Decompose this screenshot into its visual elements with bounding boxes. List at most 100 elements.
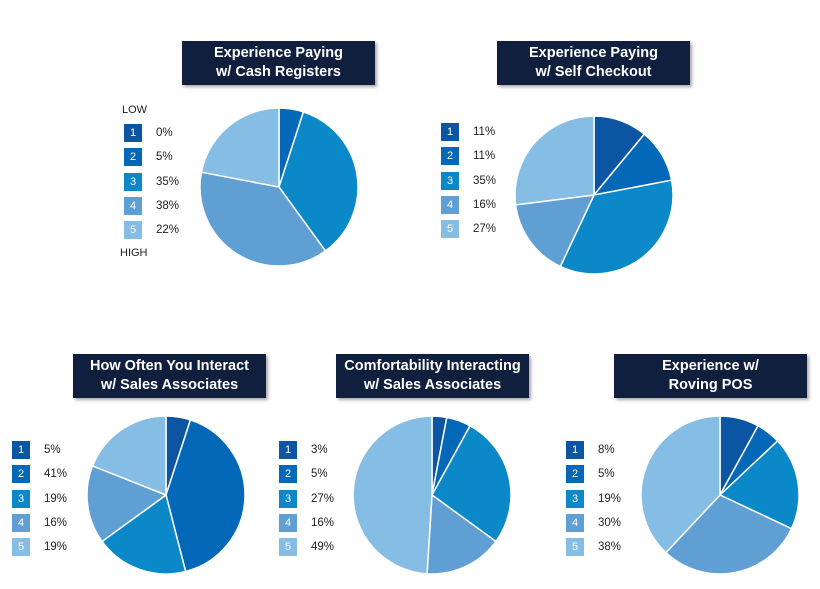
pie-slice-3 (719, 440, 800, 530)
chart-1-title: Experience Paying w/ Cash Registers (182, 41, 375, 85)
legend-swatch: 5 (566, 538, 584, 557)
legend-item: 2 5% (279, 465, 369, 484)
legend-swatch: 1 (124, 124, 142, 142)
chart-2-title-line2: w/ Self Checkout (535, 64, 652, 80)
legend-value: 27% (473, 223, 497, 236)
legend-value: 22% (156, 224, 180, 237)
legend-value: 5% (44, 444, 61, 456)
legend-swatch: 2 (441, 147, 459, 166)
pie-slice-5 (91, 415, 167, 496)
legend-swatch: 4 (279, 513, 297, 532)
scale-low-label: LOW (122, 104, 148, 116)
legend-value: 5% (598, 468, 615, 481)
legend-value: 19% (598, 492, 622, 505)
legend-swatch: 5 (279, 538, 297, 557)
legend-item: 5 27% (441, 220, 531, 239)
chart-2-title: Experience Paying w/ Self Checkout (497, 41, 690, 85)
legend-item: 4 30% (566, 513, 656, 532)
legend-swatch: 1 (12, 441, 30, 459)
legend-swatch: 4 (12, 513, 30, 532)
legend-item: 2 41% (12, 465, 102, 484)
legend-swatch: 4 (441, 195, 459, 214)
legend-swatch: 3 (12, 489, 30, 508)
legend-swatch: 2 (12, 465, 30, 484)
legend-value: 16% (44, 516, 68, 529)
legend-value: 35% (473, 174, 497, 187)
legend-value: 41% (44, 468, 68, 481)
legend-value: 19% (44, 541, 68, 554)
legend-swatch: 3 (279, 489, 297, 508)
legend-value: 38% (156, 199, 180, 212)
legend-swatch: 4 (566, 513, 584, 532)
legend-swatch: 4 (124, 196, 142, 215)
legend-item: 5 49% (279, 538, 369, 557)
legend-item: 1 5% (12, 441, 102, 459)
legend-item: 4 16% (279, 513, 369, 532)
pie-slice-4 (514, 194, 595, 268)
pie-slice-5 (514, 115, 595, 206)
legend-swatch: 3 (441, 171, 459, 190)
legend-item: 3 19% (12, 489, 102, 508)
legend-item: 4 38% (124, 196, 214, 215)
pie-slice-5 (352, 415, 433, 575)
legend-item: 1 3% (279, 441, 369, 459)
legend-value: 35% (156, 175, 180, 188)
legend-value: 11% (473, 126, 496, 138)
pie-slice-5 (200, 107, 280, 188)
pie-slice-4 (665, 494, 793, 575)
legend-swatch: 2 (566, 465, 584, 484)
chart-5-title: Experience w/ Roving POS (614, 354, 807, 398)
legend-item: 1 11% (441, 123, 531, 141)
legend-item: 1 0% (124, 124, 214, 142)
legend-item: 2 5% (124, 148, 214, 167)
chart-5-title-line2: Roving POS (668, 377, 753, 393)
chart-1-title-line1: Experience Paying (214, 45, 343, 61)
legend-swatch: 5 (441, 220, 459, 239)
pie-slice-5 (640, 415, 721, 554)
legend-item: 5 38% (566, 538, 656, 557)
legend-swatch: 3 (566, 489, 584, 508)
chart-4-title: Comfortability Interacting w/ Sales Asso… (336, 354, 529, 398)
chart-4-pie (352, 415, 512, 575)
legend-swatch: 5 (12, 538, 30, 557)
legend-value: 5% (156, 151, 173, 164)
legend-swatch: 2 (279, 465, 297, 484)
legend-item: 2 11% (441, 147, 531, 166)
legend-value: 5% (311, 468, 328, 481)
chart-3-title-line2: w/ Sales Associates (100, 377, 239, 393)
pie-slice-2 (165, 419, 246, 573)
legend-swatch: 3 (124, 172, 142, 191)
legend-value: 0% (156, 127, 173, 139)
chart-2-pie (514, 115, 674, 275)
legend-item: 3 35% (124, 172, 214, 191)
legend-value: 8% (598, 444, 615, 456)
pie-slice-4 (426, 494, 497, 575)
legend-item: 3 35% (441, 171, 531, 190)
legend-swatch: 2 (124, 148, 142, 167)
pie-slice-4 (86, 465, 167, 543)
legend-value: 30% (598, 516, 622, 529)
legend-value: 11% (473, 150, 496, 163)
legend-swatch: 1 (441, 123, 459, 141)
chart-3-title: How Often You Interact w/ Sales Associat… (73, 354, 266, 398)
legend-item: 5 19% (12, 538, 102, 557)
legend-value: 16% (473, 198, 497, 211)
legend-swatch: 1 (279, 441, 297, 459)
chart-2-title-line1: Experience Paying (529, 45, 658, 61)
legend-item: 4 16% (441, 195, 531, 214)
legend-value: 3% (311, 444, 328, 456)
legend-value: 49% (311, 541, 335, 554)
legend-swatch: 5 (124, 221, 142, 240)
legend-value: 38% (598, 541, 622, 554)
legend-item: 3 19% (566, 489, 656, 508)
legend-value: 19% (44, 492, 68, 505)
scale-high-label: HIGH (120, 247, 148, 259)
chart-3-pie (86, 415, 246, 575)
pie-slice-3 (559, 179, 674, 275)
legend-value: 27% (311, 492, 335, 505)
chart-5-title-line1: Experience w/ (662, 358, 759, 374)
legend-value: 16% (311, 516, 335, 529)
chart-1-title-line2: w/ Cash Registers (216, 64, 341, 80)
legend-item: 2 5% (566, 465, 656, 484)
legend-item: 5 22% (124, 221, 214, 240)
